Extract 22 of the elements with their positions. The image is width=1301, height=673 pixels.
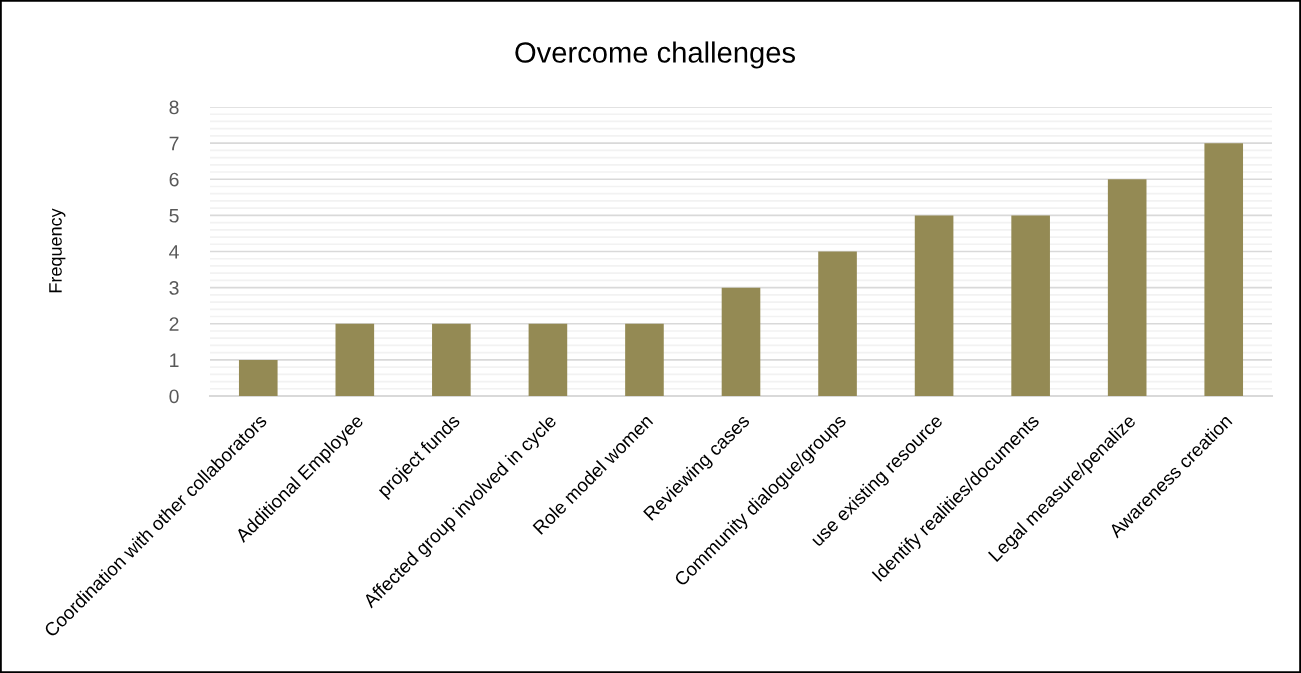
- chart-title: Overcome challenges: [515, 41, 795, 69]
- y-tick-label: 8: [169, 100, 179, 115]
- y-tick-label: 7: [169, 136, 179, 151]
- bar: [625, 323, 664, 396]
- bar: [1204, 143, 1244, 396]
- y-axis-title: Frequency: [49, 208, 66, 293]
- bar: [721, 287, 761, 396]
- y-tick-label: 1: [170, 353, 179, 367]
- y-tick-label: 6: [169, 172, 179, 187]
- bar: [914, 215, 954, 396]
- y-tick-label: 0: [169, 389, 179, 404]
- y-tick-label: 4: [169, 245, 179, 259]
- y-tick-label: 2: [169, 317, 179, 331]
- bar: [528, 323, 568, 396]
- y-tick-label: 3: [169, 281, 179, 295]
- y-tick-label: 5: [169, 209, 179, 223]
- bar: [432, 323, 471, 396]
- bar: [335, 323, 375, 396]
- bar: [1011, 215, 1050, 396]
- bar: [818, 251, 857, 396]
- bar: [238, 359, 278, 396]
- bar: [1107, 179, 1147, 396]
